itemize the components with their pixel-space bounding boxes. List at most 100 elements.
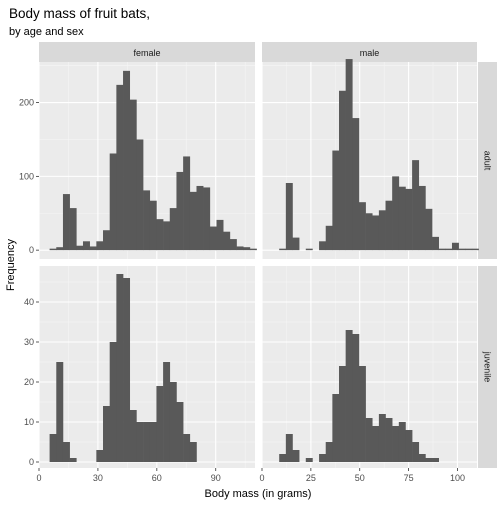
facet-strip-label-adult: adult <box>483 151 493 171</box>
histogram-bar-juvenile-female <box>136 422 144 462</box>
histogram-bar-juvenile-female <box>116 274 124 462</box>
histogram-bar-juvenile-female <box>129 410 137 462</box>
histogram-bar-adult-female <box>82 241 90 251</box>
histogram-bar-juvenile-female <box>183 434 191 462</box>
facet-strip-label-male: male <box>360 48 380 58</box>
histogram-bar-juvenile-male <box>325 442 333 462</box>
histogram-bar-adult-male <box>392 176 400 251</box>
histogram-bar-juvenile-male <box>292 450 300 462</box>
y-tick-label-juvenile-female: 10 <box>24 417 34 427</box>
y-tick-label-juvenile-female: 30 <box>24 337 34 347</box>
chart-title: Body mass of fruit bats, <box>9 6 150 21</box>
histogram-bar-adult-male <box>279 248 287 251</box>
histogram-bar-adult-male <box>358 202 366 251</box>
histogram-bar-adult-male <box>465 248 473 251</box>
histogram-bar-juvenile-male <box>285 434 293 462</box>
histogram-bar-adult-female <box>169 208 177 251</box>
histogram-bar-juvenile-female <box>149 422 157 462</box>
histogram-bar-juvenile-female <box>189 442 197 462</box>
x-tick-label-juvenile-male: 50 <box>355 473 365 483</box>
histogram-bar-juvenile-male <box>425 458 433 462</box>
histogram-bar-juvenile-male <box>385 418 393 462</box>
histogram-bar-adult-female <box>76 245 84 251</box>
histogram-bar-adult-female <box>109 153 117 251</box>
histogram-bar-juvenile-male <box>305 458 313 462</box>
facet-strip-male <box>262 42 477 62</box>
histogram-bar-adult-female <box>123 70 131 251</box>
histogram-bar-adult-male <box>385 200 393 251</box>
histogram-bar-juvenile-male <box>378 414 386 462</box>
histogram-bar-adult-male <box>445 248 453 251</box>
histogram-bar-juvenile-male <box>432 458 439 462</box>
histogram-bar-adult-male <box>398 186 406 251</box>
histogram-bar-adult-female <box>243 247 251 251</box>
histogram-bar-juvenile-female <box>103 406 110 462</box>
histogram-bar-adult-male <box>412 160 420 251</box>
histogram-bar-adult-male <box>458 248 466 251</box>
histogram-bar-adult-male <box>438 248 446 251</box>
histogram-bar-adult-female <box>116 84 124 251</box>
histogram-bar-adult-female <box>203 187 211 251</box>
histogram-bar-juvenile-female <box>143 422 151 462</box>
histogram-bar-juvenile-male <box>392 426 400 462</box>
histogram-bar-juvenile-male <box>339 366 346 462</box>
histogram-bar-juvenile-male <box>319 454 327 462</box>
histogram-bar-juvenile-female <box>169 382 177 462</box>
histogram-bar-adult-male <box>292 237 300 251</box>
histogram-bar-adult-female <box>49 248 57 251</box>
histogram-bar-adult-female <box>143 190 151 251</box>
y-tick-label-juvenile-female: 20 <box>24 377 34 387</box>
y-tick-label-juvenile-female: 0 <box>29 457 34 467</box>
histogram-bar-adult-male <box>432 236 439 251</box>
histogram-bar-adult-male <box>305 248 313 251</box>
histogram-bar-adult-male <box>332 150 340 251</box>
histogram-bar-adult-male <box>352 118 360 251</box>
histogram-bar-adult-male <box>365 213 373 251</box>
x-tick-label-juvenile-male: 0 <box>259 473 264 483</box>
histogram-bar-adult-female <box>129 99 137 251</box>
histogram-bar-juvenile-male <box>345 330 353 462</box>
histogram-bar-adult-male <box>345 59 353 251</box>
histogram-bar-juvenile-male <box>405 430 413 462</box>
histogram-bar-adult-female <box>196 185 204 251</box>
histogram-bar-adult-female <box>69 208 77 251</box>
histogram-bar-juvenile-male <box>279 454 287 462</box>
histogram-bar-adult-male <box>378 210 386 251</box>
histogram-bar-adult-female <box>89 246 97 251</box>
histogram-bar-juvenile-female <box>156 386 164 462</box>
x-tick-label-juvenile-male: 75 <box>404 473 414 483</box>
histogram-bar-juvenile-male <box>412 442 420 462</box>
histogram-bar-adult-female <box>236 246 244 251</box>
histogram-bar-juvenile-female <box>56 362 64 462</box>
histogram-bar-adult-female <box>62 194 70 251</box>
facet-strip-label-female: female <box>133 48 160 58</box>
facet-strip-juvenile <box>478 266 497 468</box>
histogram-bar-adult-male <box>325 225 333 251</box>
histogram-bar-juvenile-male <box>358 366 366 462</box>
histogram-bar-adult-female <box>103 230 110 251</box>
y-tick-label-juvenile-female: 40 <box>24 297 34 307</box>
histogram-bar-juvenile-male <box>398 422 406 462</box>
histogram-bar-adult-female <box>96 241 104 251</box>
histogram-bar-adult-female <box>229 239 237 251</box>
histogram-bar-adult-female <box>163 221 171 251</box>
histogram-bar-adult-female <box>136 139 144 251</box>
histogram-bar-adult-male <box>319 241 327 251</box>
y-tick-label-adult-female: 0 <box>29 245 34 255</box>
histogram-bar-juvenile-male <box>332 394 340 462</box>
x-tick-label-juvenile-female: 60 <box>152 473 162 483</box>
y-axis-title: Frequency <box>5 239 17 291</box>
histogram-bar-juvenile-female <box>176 402 184 462</box>
histogram-bar-juvenile-female <box>69 458 77 462</box>
histogram-bar-adult-female <box>183 156 191 251</box>
histogram-bar-adult-male <box>285 183 293 251</box>
histogram-bar-adult-female <box>223 231 231 251</box>
histogram-bar-juvenile-female <box>163 362 171 462</box>
histogram-bar-adult-male <box>405 188 413 251</box>
histogram-bar-juvenile-female <box>96 450 104 462</box>
histogram-bar-adult-female <box>176 171 184 251</box>
histogram-bar-juvenile-male <box>418 454 426 462</box>
histogram-bar-juvenile-female <box>109 342 117 462</box>
